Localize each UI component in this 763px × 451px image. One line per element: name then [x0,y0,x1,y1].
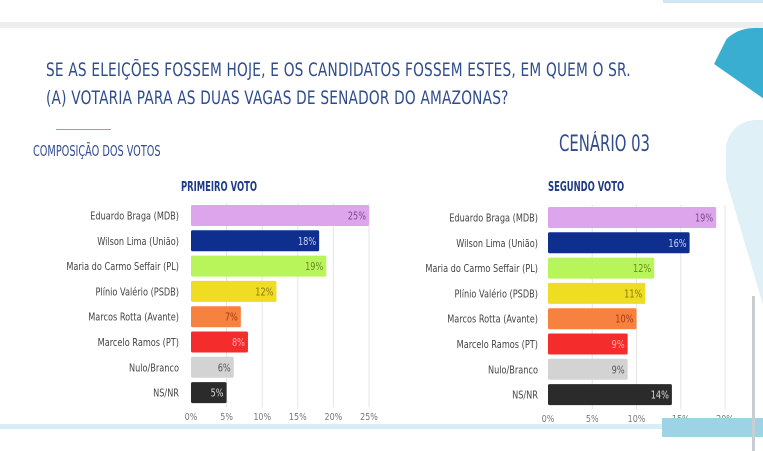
bar-value-label: 6% [218,362,231,374]
category-label: Marcelo Ramos (PT) [457,339,538,351]
bar [191,280,277,302]
section-subtitle: COMPOSIÇÃO DOS VOTOS [33,142,161,160]
bar-value-label: 19% [695,213,713,225]
category-label: Wilson Lima (União) [456,238,538,250]
page-title: SE AS ELEIÇÕES FOSSEM HOJE, E OS CANDIDA… [46,56,631,112]
category-label: Nulo/Branco [488,364,538,376]
bar [191,205,369,226]
bar [548,282,646,304]
category-label: Plínio Valério (PSDB) [455,288,538,300]
bar [548,257,655,279]
bar [191,306,241,328]
bar-value-label: 14% [651,390,669,402]
bar-value-label: 16% [668,238,686,250]
chart-title-first-vote: PRIMEIRO VOTO [181,180,258,195]
bar [191,382,227,404]
bar-value-label: 11% [624,288,642,300]
chart-second-vote: 0%5%10%15%20%Eduardo Braga (MDB)19%Wilso… [425,205,734,425]
category-label: Maria do Carmo Seffair (PL) [66,261,179,273]
category-label: Marcos Rotta (Avante) [447,314,538,326]
category-label: Nulo/Branco [129,362,179,374]
x-tick-label: 5% [586,414,599,425]
bar [548,384,672,406]
x-tick-label: 25% [360,412,378,423]
bar [548,232,690,254]
top-accent-bar [663,0,763,3]
bar-value-label: 8% [232,337,245,349]
bar-value-label: 5% [211,388,224,400]
category-label: Marcelo Ramos (PT) [98,337,179,349]
x-tick-label: 20% [325,412,343,423]
category-label: Eduardo Braga (MDB) [90,211,179,223]
category-label: Plínio Valério (PSDB) [96,286,179,298]
category-label: NS/NR [153,388,179,400]
bar-value-label: 18% [298,236,316,248]
x-tick-label: 0% [185,412,198,423]
bar [191,230,320,252]
bar-value-label: 9% [612,339,625,351]
bottom-divider [0,424,763,429]
bar-value-label: 9% [612,364,625,376]
x-tick-label: 15% [289,412,307,423]
x-tick-label: 5% [220,412,233,423]
category-label: NS/NR [512,390,538,402]
bar-value-label: 10% [615,314,633,326]
bar-value-label: 19% [305,261,323,273]
bar [548,333,628,355]
category-label: Maria do Carmo Seffair (PL) [425,263,538,275]
bar [191,331,248,353]
x-tick-label: 10% [628,414,646,425]
x-tick-label: 10% [253,412,271,423]
title-line-1: SE AS ELEIÇÕES FOSSEM HOJE, E OS CANDIDA… [46,59,631,81]
bar [191,356,234,378]
chart-title-second-vote: SEGUNDO VOTO [548,180,625,195]
category-label: Eduardo Braga (MDB) [449,213,538,225]
x-tick-label: 0% [542,414,555,425]
bar-value-label: 12% [633,263,651,275]
category-label: Wilson Lima (União) [97,236,179,248]
title-underline [56,129,111,130]
scrollbar[interactable] [752,296,755,451]
bar-value-label: 25% [348,211,366,223]
title-line-2: (A) VOTARIA PARA AS DUAS VAGAS DE SENADO… [46,87,509,109]
bar-value-label: 12% [255,286,273,298]
bar [191,255,327,277]
bar [548,308,637,330]
chart-first-vote: 0% 5% 10% 15% 20% 25% Eduardo Braga (MDB) 25% Wi… [66,203,378,423]
bottom-accent-bar [662,418,763,437]
scenario-label: CENÁRIO 03 [559,132,650,157]
bar [548,358,628,380]
category-label: Marcos Rotta (Avante) [88,312,179,324]
bar [548,207,717,228]
bar-value-label: 7% [225,312,238,324]
top-divider [0,22,763,28]
